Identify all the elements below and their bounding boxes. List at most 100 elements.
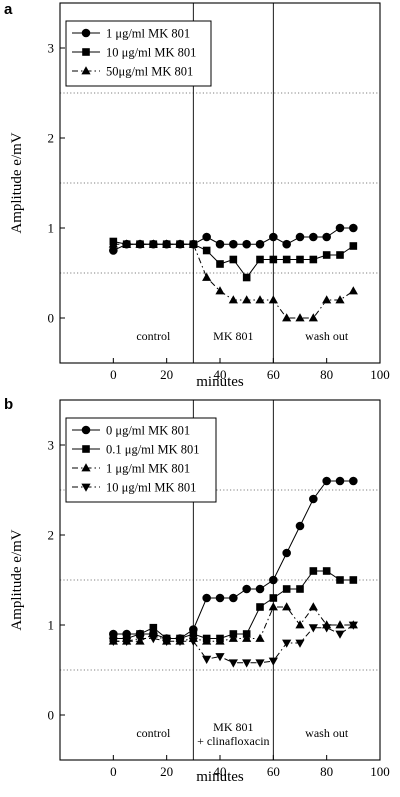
x-tick-label: 40 — [214, 764, 227, 779]
legend-marker — [82, 48, 90, 56]
data-point — [162, 239, 172, 248]
data-point — [296, 585, 304, 593]
x-tick-label: 40 — [214, 367, 227, 382]
data-point — [242, 273, 251, 282]
data-point — [335, 476, 345, 486]
data-point — [202, 636, 212, 645]
data-point — [335, 620, 345, 629]
data-point — [228, 659, 238, 668]
data-point — [295, 521, 305, 531]
series-line — [113, 243, 354, 319]
data-point — [322, 295, 332, 304]
y-tick-label: 2 — [48, 528, 55, 543]
data-point — [322, 251, 331, 259]
series-line — [113, 570, 354, 639]
series-2 — [108, 602, 358, 645]
data-point — [349, 476, 358, 486]
panel-label: b — [4, 396, 13, 413]
data-point — [268, 602, 278, 611]
data-point — [242, 239, 251, 249]
series-2 — [108, 239, 358, 322]
data-point — [348, 286, 358, 295]
data-point — [335, 630, 345, 639]
x-tick-label: 20 — [160, 367, 173, 382]
series-3 — [108, 621, 358, 668]
data-point — [215, 636, 225, 645]
legend-box — [65, 20, 212, 87]
data-point — [295, 639, 305, 648]
phase-label: MK 801 — [213, 329, 253, 343]
data-point — [175, 239, 185, 248]
data-point — [255, 659, 265, 668]
data-point — [216, 260, 224, 268]
x-tick-label: 0 — [110, 367, 117, 382]
data-point — [349, 576, 358, 584]
x-axis-title: minutes — [196, 769, 244, 785]
phase-label: control — [136, 726, 171, 740]
legend-box — [65, 417, 217, 503]
data-point — [149, 623, 158, 632]
data-point — [255, 239, 265, 249]
data-point — [108, 239, 118, 248]
data-point — [282, 255, 291, 264]
data-point — [308, 313, 318, 322]
data-point — [242, 659, 252, 668]
legend-entry: 10 μg/ml MK 801 — [106, 481, 196, 495]
data-point — [162, 637, 172, 646]
data-point — [309, 567, 318, 575]
data-point — [295, 232, 305, 242]
chart-panel-a: a 0 1 2 3 0 20 40 60 80 100 minutes Amplitude e/mV co… — [4, 1, 390, 390]
data-point — [136, 630, 144, 638]
data-point — [269, 232, 278, 242]
x-tick-label: 0 — [110, 764, 117, 779]
data-point — [108, 637, 118, 646]
series-1 — [109, 567, 358, 643]
y-tick-label: 1 — [48, 221, 55, 236]
data-point — [215, 593, 225, 603]
data-point — [282, 602, 292, 611]
data-point — [229, 255, 238, 264]
y-axis-title: Amplitude e/mV — [9, 529, 25, 630]
legend-marker — [81, 483, 91, 492]
data-point — [335, 223, 345, 233]
data-point — [282, 585, 291, 593]
phase-label-line2: + clinafloxacin — [197, 734, 269, 748]
legend-entry: 0 μg/ml MK 801 — [106, 424, 190, 438]
legend-marker — [81, 66, 91, 75]
data-point — [268, 657, 278, 666]
data-point — [256, 255, 264, 264]
data-point — [242, 295, 252, 304]
legend-marker — [81, 463, 91, 472]
x-tick-label: 20 — [160, 764, 173, 779]
data-point — [349, 242, 358, 250]
data-point — [229, 593, 238, 603]
legend-entry: 0.1 μg/ml MK 801 — [106, 443, 200, 457]
x-tick-label: 80 — [320, 367, 333, 382]
data-point — [308, 624, 318, 633]
data-point — [295, 620, 305, 629]
data-point — [295, 313, 305, 322]
data-point — [148, 635, 158, 644]
data-point — [282, 313, 292, 322]
y-tick-label: 0 — [48, 311, 55, 326]
legend-marker — [82, 445, 90, 453]
data-point — [228, 633, 238, 642]
x-axis-title: minutes — [196, 374, 244, 390]
data-point — [256, 603, 264, 611]
data-point — [309, 255, 318, 264]
data-point — [122, 637, 132, 646]
data-point — [202, 593, 211, 603]
panel-label: a — [4, 1, 13, 18]
legend-marker — [81, 425, 91, 435]
data-point — [215, 653, 225, 662]
phase-label: wash out — [305, 726, 349, 740]
data-point — [268, 295, 278, 304]
data-point — [269, 575, 278, 585]
data-point — [309, 494, 318, 504]
series-line — [113, 480, 354, 639]
data-point — [215, 239, 225, 249]
data-point — [135, 635, 145, 644]
data-point — [322, 476, 331, 486]
legend-entry: 1 μg/ml MK 801 — [106, 27, 190, 41]
